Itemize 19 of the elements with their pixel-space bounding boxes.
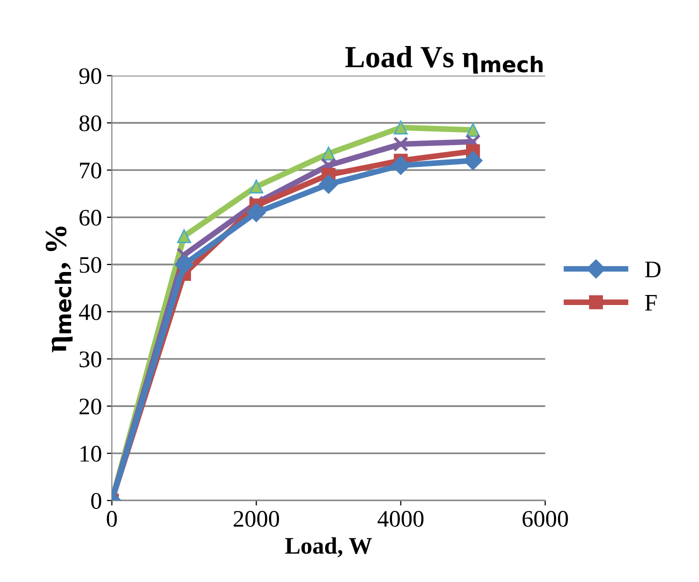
y-tick-label: 10 <box>80 446 102 462</box>
x-tick-label: 4000 <box>378 510 424 527</box>
y-tick-label: 0 <box>91 493 102 509</box>
y-tick-label: 40 <box>78 304 102 320</box>
y-tick-label: 80 <box>79 115 102 132</box>
y-tick-label: 20 <box>80 398 102 415</box>
chart-title: Load Vs η$_{mech}$ <box>345 46 543 74</box>
y-tick-label: 50 <box>80 256 102 273</box>
x-tick-label: 2000 <box>234 510 280 527</box>
y-tick-label: 30 <box>80 351 102 368</box>
x-tick-label: 0 <box>106 510 117 527</box>
x-axis-title: Load, W <box>285 537 372 558</box>
x-tick-label: 6000 <box>522 510 568 527</box>
legend-label: D <box>645 262 660 278</box>
y-tick-label: 90 <box>79 68 102 84</box>
legend-label: F <box>645 295 657 311</box>
y-tick-label: 60 <box>80 210 102 226</box>
y-tick-label: 70 <box>80 162 102 178</box>
y-axis-title: η$_{mech}$, % <box>46 226 73 352</box>
